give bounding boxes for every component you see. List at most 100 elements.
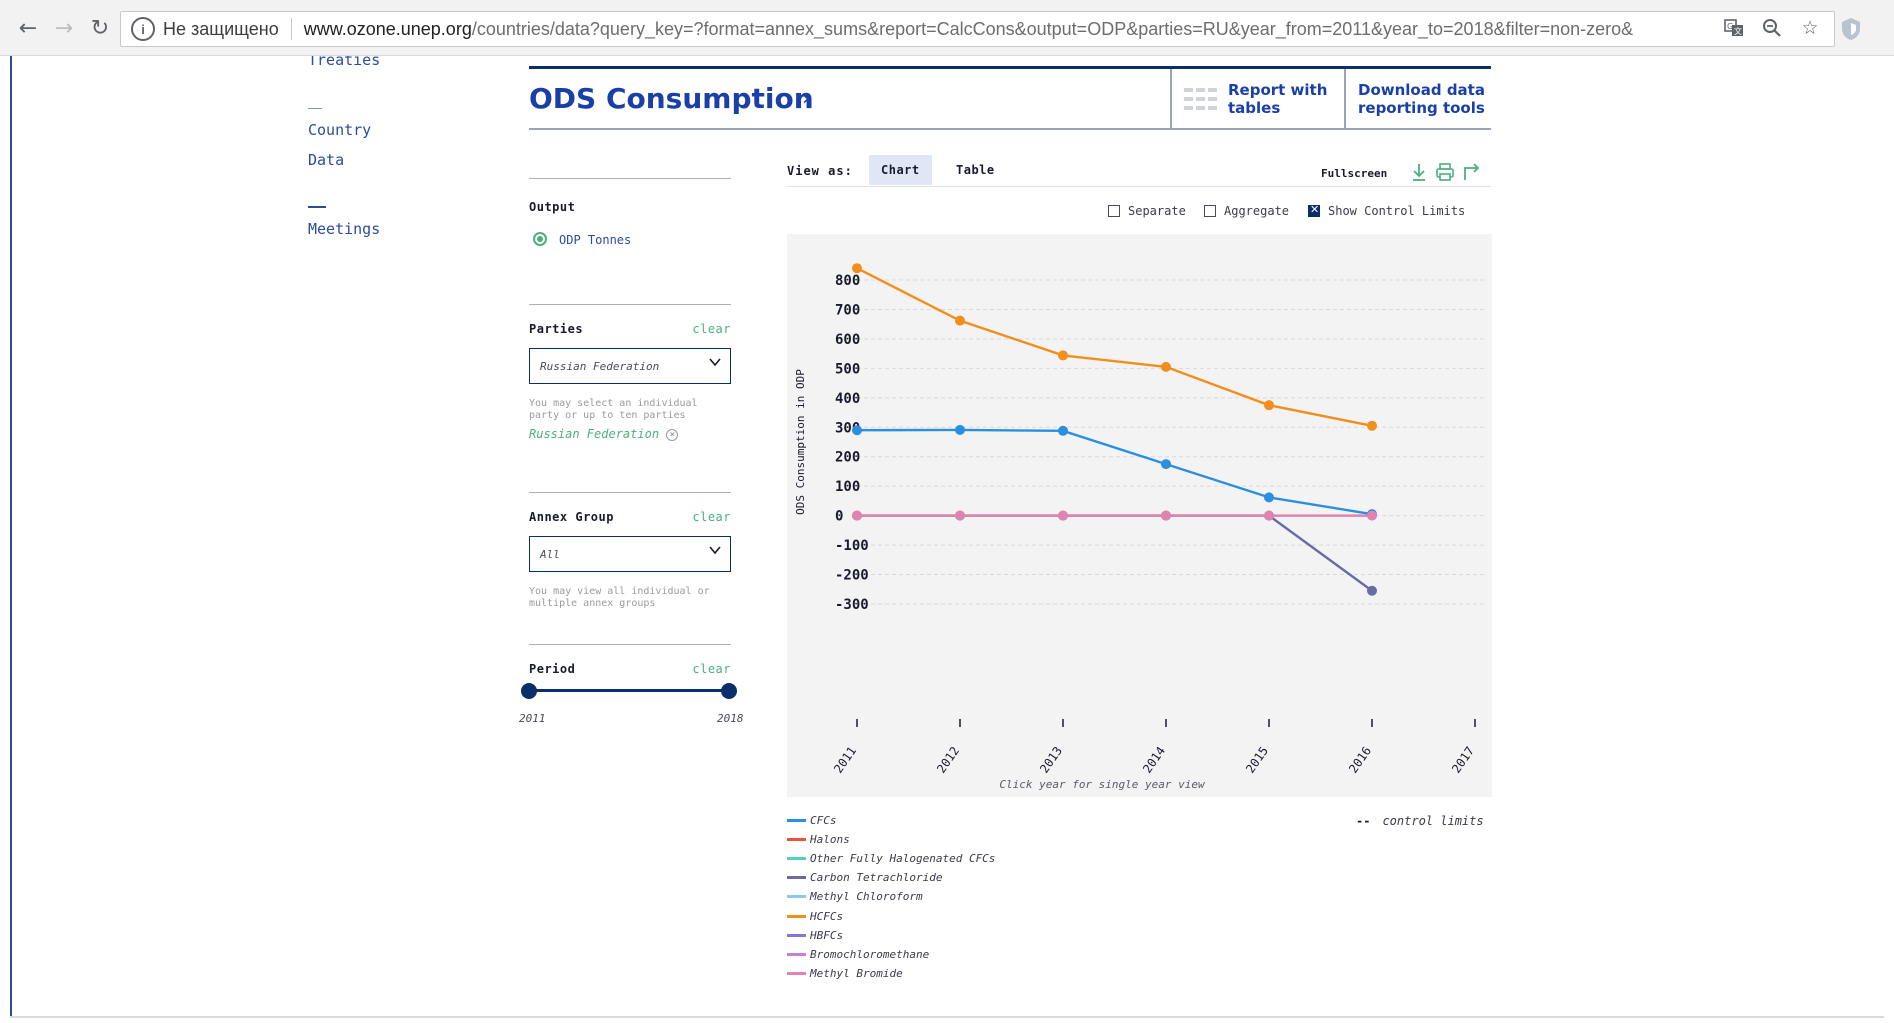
- y-tick-label: 700: [835, 302, 860, 318]
- period-slider-end-handle[interactable]: [721, 683, 737, 699]
- annex-group-select[interactable]: All: [529, 536, 731, 572]
- control-limits-marker: --: [1356, 814, 1371, 828]
- zoom-out-icon[interactable]: [1760, 16, 1784, 40]
- chevron-down-icon: [709, 546, 721, 555]
- parties-select[interactable]: Russian Federation: [529, 348, 731, 384]
- separate-checkbox[interactable]: Separate: [1108, 204, 1186, 218]
- control-limits-checkbox-label[interactable]: Show Control Limits: [1328, 204, 1466, 218]
- share-icon[interactable]: [1462, 162, 1482, 182]
- filter-divider: [529, 644, 731, 645]
- period-slider-start-handle[interactable]: [521, 683, 537, 699]
- legend-item[interactable]: Carbon Tetrachloride: [787, 871, 942, 885]
- y-tick-label: 400: [835, 391, 860, 407]
- y-tick-label: -200: [835, 568, 869, 584]
- download-tools-button[interactable]: Download data reporting tools: [1344, 69, 1491, 128]
- fullscreen-button[interactable]: Fullscreen: [1321, 167, 1388, 180]
- data-point-hcfcs: [955, 315, 965, 326]
- period-clear-link[interactable]: clear: [692, 662, 731, 676]
- legend-item[interactable]: Bromochloromethane: [787, 947, 929, 961]
- chevron-down-icon: [709, 358, 721, 367]
- legend-item[interactable]: HCFCs: [787, 909, 843, 923]
- chart-toolbar-rule: [787, 186, 1491, 187]
- tab-table[interactable]: Table: [944, 155, 1007, 185]
- y-tick-label: 200: [835, 450, 860, 466]
- parties-clear-link[interactable]: clear: [692, 322, 731, 336]
- control-limits-checkbox-box[interactable]: [1308, 203, 1320, 217]
- tab-table-label: Table: [956, 163, 995, 177]
- period-label: Period: [529, 662, 576, 676]
- legend-item[interactable]: Methyl Chloroform: [787, 890, 923, 904]
- aggregate-label[interactable]: Aggregate: [1224, 204, 1290, 218]
- legend-label: CFCs: [810, 813, 837, 827]
- data-point-hcfcs: [1264, 400, 1274, 411]
- legend-item[interactable]: CFCs: [787, 813, 837, 827]
- legend-label: Bromochloromethane: [810, 947, 930, 961]
- separate-label[interactable]: Separate: [1128, 204, 1186, 218]
- legend-label: Carbon Tetrachloride: [810, 871, 943, 885]
- annex-clear-link[interactable]: clear: [692, 510, 731, 524]
- data-point-cfcs: [1161, 459, 1171, 470]
- info-icon[interactable]: i: [131, 17, 155, 41]
- x-tick-label: 2015: [1243, 744, 1271, 776]
- nav-active-indicator: [308, 206, 326, 208]
- legend-swatch: [787, 952, 806, 956]
- y-tick-label: 100: [835, 479, 860, 495]
- tab-chart[interactable]: Chart: [869, 155, 932, 185]
- nav-treaties-link[interactable]: Treaties: [308, 56, 381, 69]
- y-tick-label: 600: [835, 332, 860, 348]
- legend-item[interactable]: Other Fully Halogenated CFCs: [787, 851, 995, 865]
- title-chevron-icon[interactable]: ›: [802, 86, 810, 110]
- parties-label: Parties: [529, 322, 584, 336]
- series-line-carbon-tetrachloride: [857, 514, 1373, 592]
- address-separator: [290, 18, 292, 40]
- reload-icon[interactable]: ↻: [90, 15, 110, 41]
- legend-label: HCFCs: [810, 909, 844, 923]
- aggregate-checkbox-box[interactable]: [1204, 205, 1216, 217]
- page-title: ODS Consumption: [529, 82, 814, 115]
- chart-note: Click year for single year view: [999, 778, 1206, 791]
- back-arrow-icon[interactable]: ←: [18, 15, 38, 41]
- print-icon[interactable]: [1435, 162, 1455, 182]
- data-point-cfcs: [1264, 492, 1274, 503]
- data-point-cfcs: [1058, 425, 1068, 436]
- x-tick-label: 2012: [934, 744, 962, 776]
- selected-party-tag[interactable]: Russian Federation ×: [529, 427, 679, 441]
- header-bottom-rule: [529, 128, 1491, 130]
- url-host: www.ozone.unep.org: [303, 18, 472, 39]
- url-text[interactable]: www.ozone.unep.org/countries/data?query_…: [304, 19, 1633, 40]
- legend-label: Halons: [810, 832, 850, 846]
- filter-divider: [529, 304, 731, 305]
- nav-country-data-link-line2[interactable]: Data: [308, 151, 345, 169]
- nav-country-data-link-line1[interactable]: Country: [308, 121, 372, 139]
- aggregate-checkbox[interactable]: Aggregate: [1204, 204, 1289, 218]
- x-tick-label: 2016: [1346, 744, 1374, 776]
- y-axis-title: ODS Consumption in ODP: [794, 369, 807, 515]
- download-label-line2: reporting tools: [1358, 98, 1485, 117]
- download-icon[interactable]: [1409, 162, 1429, 182]
- separate-checkbox-box[interactable]: [1108, 205, 1120, 217]
- security-label[interactable]: Не защищено: [163, 18, 279, 39]
- remove-tag-icon[interactable]: ×: [666, 428, 679, 441]
- forward-arrow-icon[interactable]: →: [54, 15, 74, 41]
- odp-tonnes-label[interactable]: ODP Tonnes: [559, 233, 632, 247]
- legend-item[interactable]: HBFCs: [787, 928, 843, 942]
- report-tables-button[interactable]: Report with tables: [1170, 69, 1344, 128]
- filter-divider: [529, 492, 731, 493]
- extension-shield-icon[interactable]: [1840, 17, 1862, 41]
- address-bar[interactable]: i Не защищено www.ozone.unep.org/countri…: [120, 11, 1835, 47]
- control-limits-checkbox[interactable]: Show Control Limits: [1308, 203, 1466, 218]
- legend-label: Methyl Bromide: [810, 967, 903, 981]
- legend-item[interactable]: Halons: [787, 832, 850, 846]
- control-limits-label: control limits: [1382, 814, 1484, 828]
- x-tick-label: 2011: [831, 744, 859, 776]
- x-tick-label: 2014: [1140, 744, 1168, 776]
- x-tick-label: 2013: [1037, 744, 1065, 776]
- annex-select-value: All: [540, 547, 560, 561]
- odp-tonnes-radio[interactable]: [533, 232, 547, 246]
- period-slider-track[interactable]: [529, 689, 729, 692]
- bookmark-star-icon[interactable]: ☆: [1801, 17, 1819, 39]
- legend-swatch: [787, 933, 806, 937]
- nav-meetings-link[interactable]: Meetings: [308, 220, 381, 238]
- legend-item[interactable]: Methyl Bromide: [787, 967, 903, 981]
